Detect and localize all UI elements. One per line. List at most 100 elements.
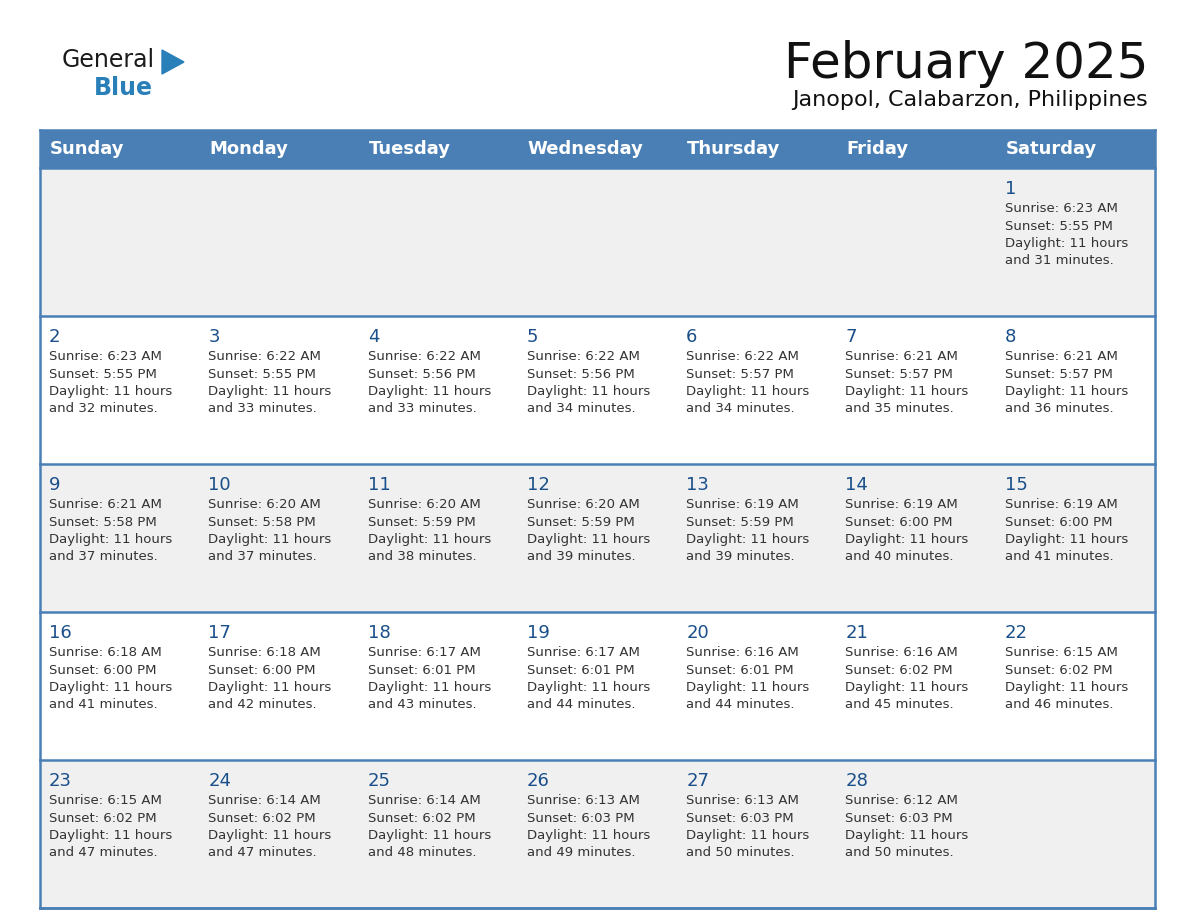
Text: 5: 5 — [526, 328, 538, 346]
Text: and 33 minutes.: and 33 minutes. — [208, 402, 317, 416]
Text: Sunset: 6:00 PM: Sunset: 6:00 PM — [49, 664, 157, 677]
Text: 24: 24 — [208, 772, 232, 790]
Text: 14: 14 — [846, 476, 868, 494]
Text: Sunrise: 6:12 AM: Sunrise: 6:12 AM — [846, 794, 959, 807]
Text: Daylight: 11 hours: Daylight: 11 hours — [367, 385, 491, 398]
Text: 19: 19 — [526, 624, 550, 642]
Text: Sunrise: 6:19 AM: Sunrise: 6:19 AM — [1005, 498, 1118, 511]
Text: Sunrise: 6:22 AM: Sunrise: 6:22 AM — [367, 350, 480, 363]
Text: Sunset: 6:02 PM: Sunset: 6:02 PM — [846, 664, 953, 677]
Text: Daylight: 11 hours: Daylight: 11 hours — [208, 681, 331, 694]
Text: Sunset: 6:03 PM: Sunset: 6:03 PM — [526, 812, 634, 824]
Text: Sunset: 5:57 PM: Sunset: 5:57 PM — [1005, 367, 1113, 380]
Text: Sunrise: 6:21 AM: Sunrise: 6:21 AM — [49, 498, 162, 511]
Text: Sunset: 5:59 PM: Sunset: 5:59 PM — [367, 516, 475, 529]
Text: 13: 13 — [687, 476, 709, 494]
Text: Thursday: Thursday — [687, 140, 781, 158]
Text: Sunset: 5:56 PM: Sunset: 5:56 PM — [367, 367, 475, 380]
Text: Daylight: 11 hours: Daylight: 11 hours — [1005, 385, 1127, 398]
Text: and 39 minutes.: and 39 minutes. — [526, 551, 636, 564]
Bar — [40, 760, 1155, 908]
Text: 7: 7 — [846, 328, 857, 346]
Text: Sunrise: 6:19 AM: Sunrise: 6:19 AM — [846, 498, 959, 511]
Text: Daylight: 11 hours: Daylight: 11 hours — [846, 533, 968, 546]
Text: 22: 22 — [1005, 624, 1028, 642]
Text: 21: 21 — [846, 624, 868, 642]
Text: Daylight: 11 hours: Daylight: 11 hours — [846, 829, 968, 842]
Text: Sunset: 5:57 PM: Sunset: 5:57 PM — [687, 367, 794, 380]
Text: 28: 28 — [846, 772, 868, 790]
Text: Daylight: 11 hours: Daylight: 11 hours — [1005, 237, 1127, 250]
Text: Friday: Friday — [846, 140, 909, 158]
Text: and 47 minutes.: and 47 minutes. — [49, 846, 158, 859]
Text: Daylight: 11 hours: Daylight: 11 hours — [367, 681, 491, 694]
Text: Sunset: 6:01 PM: Sunset: 6:01 PM — [526, 664, 634, 677]
Text: Daylight: 11 hours: Daylight: 11 hours — [208, 385, 331, 398]
Text: Sunset: 6:00 PM: Sunset: 6:00 PM — [1005, 516, 1112, 529]
Text: Sunset: 5:55 PM: Sunset: 5:55 PM — [208, 367, 316, 380]
Text: Sunrise: 6:20 AM: Sunrise: 6:20 AM — [526, 498, 639, 511]
Text: Daylight: 11 hours: Daylight: 11 hours — [687, 681, 809, 694]
Text: Daylight: 11 hours: Daylight: 11 hours — [49, 533, 172, 546]
Text: Daylight: 11 hours: Daylight: 11 hours — [49, 681, 172, 694]
Text: Sunrise: 6:15 AM: Sunrise: 6:15 AM — [49, 794, 162, 807]
Text: Sunset: 6:00 PM: Sunset: 6:00 PM — [208, 664, 316, 677]
Text: Sunrise: 6:22 AM: Sunrise: 6:22 AM — [526, 350, 639, 363]
Text: Sunrise: 6:15 AM: Sunrise: 6:15 AM — [1005, 646, 1118, 659]
Text: 8: 8 — [1005, 328, 1016, 346]
Text: and 34 minutes.: and 34 minutes. — [526, 402, 636, 416]
Text: and 37 minutes.: and 37 minutes. — [208, 551, 317, 564]
Text: 10: 10 — [208, 476, 230, 494]
Text: and 41 minutes.: and 41 minutes. — [1005, 551, 1113, 564]
Text: and 38 minutes.: and 38 minutes. — [367, 551, 476, 564]
Text: Sunrise: 6:20 AM: Sunrise: 6:20 AM — [208, 498, 321, 511]
Text: Daylight: 11 hours: Daylight: 11 hours — [687, 829, 809, 842]
Text: Sunset: 5:58 PM: Sunset: 5:58 PM — [208, 516, 316, 529]
Text: Sunrise: 6:13 AM: Sunrise: 6:13 AM — [687, 794, 800, 807]
Text: Sunrise: 6:19 AM: Sunrise: 6:19 AM — [687, 498, 798, 511]
Text: and 44 minutes.: and 44 minutes. — [687, 699, 795, 711]
Text: Sunrise: 6:17 AM: Sunrise: 6:17 AM — [367, 646, 480, 659]
Text: Daylight: 11 hours: Daylight: 11 hours — [526, 533, 650, 546]
Text: Sunset: 6:02 PM: Sunset: 6:02 PM — [367, 812, 475, 824]
Text: Wednesday: Wednesday — [527, 140, 644, 158]
Text: February 2025: February 2025 — [784, 40, 1148, 88]
Text: Sunset: 5:55 PM: Sunset: 5:55 PM — [49, 367, 157, 380]
Text: Sunset: 6:02 PM: Sunset: 6:02 PM — [1005, 664, 1112, 677]
Text: 11: 11 — [367, 476, 391, 494]
Bar — [40, 168, 1155, 316]
Text: 23: 23 — [49, 772, 72, 790]
Text: Sunset: 6:01 PM: Sunset: 6:01 PM — [687, 664, 794, 677]
Text: Daylight: 11 hours: Daylight: 11 hours — [49, 385, 172, 398]
Bar — [40, 612, 1155, 760]
Text: Sunset: 6:02 PM: Sunset: 6:02 PM — [49, 812, 157, 824]
Text: 3: 3 — [208, 328, 220, 346]
Text: Sunrise: 6:14 AM: Sunrise: 6:14 AM — [367, 794, 480, 807]
Text: Sunrise: 6:23 AM: Sunrise: 6:23 AM — [1005, 202, 1118, 215]
Text: and 44 minutes.: and 44 minutes. — [526, 699, 636, 711]
Text: and 45 minutes.: and 45 minutes. — [846, 699, 954, 711]
Text: Sunrise: 6:20 AM: Sunrise: 6:20 AM — [367, 498, 480, 511]
Text: Sunrise: 6:23 AM: Sunrise: 6:23 AM — [49, 350, 162, 363]
Text: 4: 4 — [367, 328, 379, 346]
Text: Sunset: 6:03 PM: Sunset: 6:03 PM — [687, 812, 794, 824]
Text: and 46 minutes.: and 46 minutes. — [1005, 699, 1113, 711]
Text: and 47 minutes.: and 47 minutes. — [208, 846, 317, 859]
Text: and 36 minutes.: and 36 minutes. — [1005, 402, 1113, 416]
Text: 1: 1 — [1005, 180, 1016, 198]
Text: Daylight: 11 hours: Daylight: 11 hours — [846, 681, 968, 694]
Text: Monday: Monday — [209, 140, 289, 158]
Text: Sunset: 5:57 PM: Sunset: 5:57 PM — [846, 367, 953, 380]
Text: Sunrise: 6:13 AM: Sunrise: 6:13 AM — [526, 794, 639, 807]
Text: Sunrise: 6:18 AM: Sunrise: 6:18 AM — [208, 646, 321, 659]
Text: Sunrise: 6:21 AM: Sunrise: 6:21 AM — [1005, 350, 1118, 363]
Text: Daylight: 11 hours: Daylight: 11 hours — [687, 533, 809, 546]
Text: Sunrise: 6:18 AM: Sunrise: 6:18 AM — [49, 646, 162, 659]
Text: Daylight: 11 hours: Daylight: 11 hours — [526, 829, 650, 842]
Text: and 43 minutes.: and 43 minutes. — [367, 699, 476, 711]
Text: 17: 17 — [208, 624, 232, 642]
Text: Sunset: 5:55 PM: Sunset: 5:55 PM — [1005, 219, 1113, 232]
Text: and 39 minutes.: and 39 minutes. — [687, 551, 795, 564]
Text: Daylight: 11 hours: Daylight: 11 hours — [687, 385, 809, 398]
Text: Blue: Blue — [94, 76, 153, 100]
